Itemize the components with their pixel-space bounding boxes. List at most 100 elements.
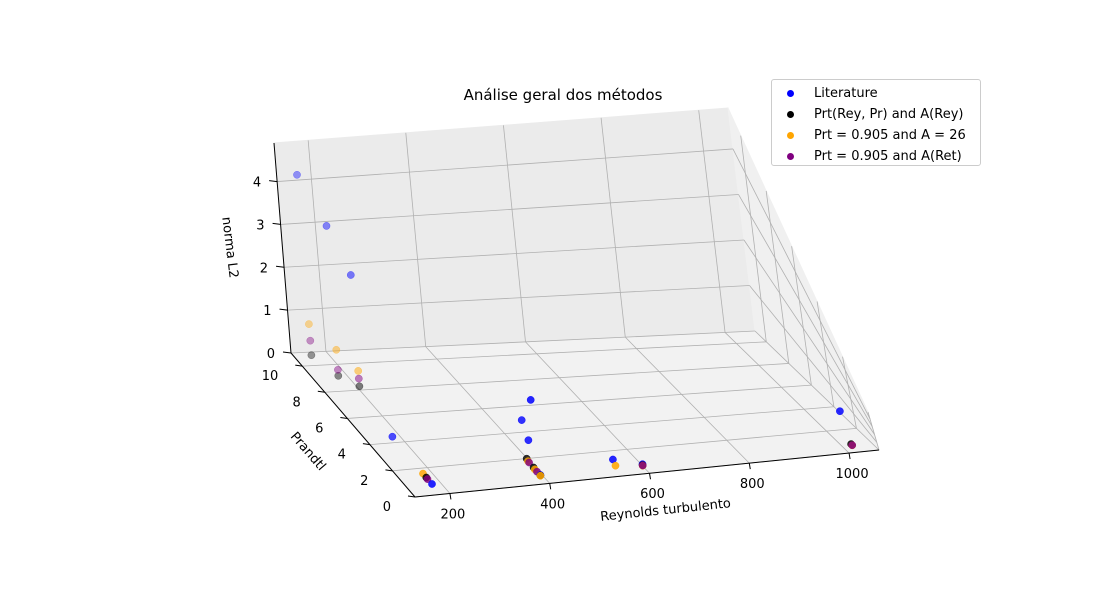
z-tick-mark: [275, 265, 285, 268]
y-tick-label: 6: [315, 421, 323, 436]
x-tick-label: 1000: [836, 467, 869, 482]
grid-line-x: [307, 140, 327, 352]
y-tick-label: 10: [262, 369, 279, 384]
data-point: [524, 436, 533, 445]
grid-line-z: [749, 285, 878, 443]
x-tick-label: 800: [740, 477, 765, 492]
x-tick-mark: [848, 452, 851, 460]
y-tick-label: 4: [338, 448, 346, 463]
grid-line-y: [324, 363, 789, 393]
y-tick-mark: [340, 416, 348, 419]
data-point: [517, 416, 526, 424]
data-points: [293, 170, 857, 488]
data-point: [428, 480, 436, 488]
grid-line-y: [791, 246, 812, 386]
z-tick-label: 3: [256, 218, 264, 233]
chart-legend: Literature Prt(Rey, Pr) and A(Rey) Prt =…: [771, 79, 981, 166]
x-tick-mark: [449, 493, 452, 500]
data-point: [307, 351, 316, 360]
data-point: [334, 365, 342, 374]
data-point: [355, 382, 364, 391]
legend-marker-icon: [787, 111, 794, 118]
legend-marker-icon: [787, 153, 794, 160]
y-tick-label: 0: [383, 500, 391, 515]
x-tick-label: 400: [540, 497, 565, 512]
x-tick-mark: [748, 463, 751, 470]
grid-line-z: [280, 194, 739, 225]
grid-line-z: [277, 148, 733, 182]
data-point: [836, 407, 844, 416]
data-point: [332, 345, 341, 354]
legend-item: Prt(Rey, Pr) and A(Rey): [772, 104, 980, 125]
grid-line-y: [816, 301, 835, 407]
grid-line-y: [740, 135, 767, 342]
grid-line-y: [392, 427, 857, 472]
grid-line-x: [724, 332, 850, 454]
data-point: [525, 458, 533, 467]
legend-marker-icon: [787, 90, 794, 97]
grid-line-z: [738, 194, 873, 427]
legend-item: Prt = 0.905 and A = 26: [772, 125, 980, 146]
grid-line-x: [325, 351, 451, 494]
grid-line-x: [503, 125, 526, 342]
grid-line-z: [732, 148, 871, 420]
grid-line-y: [369, 406, 834, 446]
grid-line-y: [302, 341, 767, 367]
z-tick-mark: [282, 351, 292, 354]
y-tick-label: 8: [293, 395, 301, 410]
grid-line-x: [525, 341, 650, 474]
data-point: [306, 336, 315, 345]
legend-marker-icon: [787, 132, 794, 139]
y-tick-mark: [385, 469, 393, 472]
z-axis-label: norma L2: [218, 216, 240, 279]
y-axis-line: [290, 352, 416, 498]
data-point: [848, 441, 857, 450]
axis-lines: [269, 142, 880, 500]
data-point: [611, 461, 620, 470]
x-axis-label: Reynolds turbulento: [600, 496, 732, 525]
data-point: [638, 461, 647, 470]
grid-line-z: [287, 285, 750, 311]
z-tick-label: 1: [263, 304, 271, 319]
z-tick-label: 4: [253, 176, 261, 191]
grid-line-y: [347, 384, 812, 419]
legend-item: Prt = 0.905 and A(Ret): [772, 146, 980, 167]
y-tick-mark: [295, 364, 303, 367]
data-point: [293, 170, 301, 179]
grid-line-z: [754, 330, 880, 451]
data-point: [334, 371, 343, 380]
z-tick-mark: [272, 222, 281, 225]
z-axis-line: [273, 142, 292, 354]
x-tick-label: 200: [441, 507, 466, 522]
y-tick-mark: [362, 443, 370, 446]
grid-line-z: [290, 330, 756, 354]
grid-line-x: [600, 117, 626, 338]
y-tick-mark: [407, 495, 416, 498]
legend-item: Literature: [772, 83, 980, 104]
grid-line-x: [624, 336, 750, 464]
chart-title: Análise geral dos métodos: [463, 86, 663, 104]
data-point: [423, 475, 432, 483]
grid-line-x: [698, 110, 726, 333]
x-tick-label: 600: [640, 487, 665, 502]
z-tick-mark: [279, 308, 288, 311]
legend-label: Prt = 0.905 and A = 26: [814, 128, 966, 143]
grid-line-z: [284, 239, 745, 268]
legend-label: Prt = 0.905 and A(Ret): [814, 149, 962, 164]
x-tick-mark: [549, 483, 552, 490]
data-point: [354, 374, 363, 383]
x-axis-line: [414, 449, 880, 498]
data-point: [388, 432, 397, 441]
data-point: [305, 320, 313, 328]
grid-line-z: [743, 239, 875, 435]
y-tick-label: 2: [360, 474, 368, 489]
data-point: [526, 396, 535, 404]
z-tick-label: 0: [267, 347, 275, 362]
data-point: [322, 222, 331, 230]
data-point: [354, 367, 363, 375]
grid-line-x: [405, 132, 427, 347]
z-tick-mark: [269, 180, 278, 183]
x-tick-mark: [649, 473, 651, 480]
